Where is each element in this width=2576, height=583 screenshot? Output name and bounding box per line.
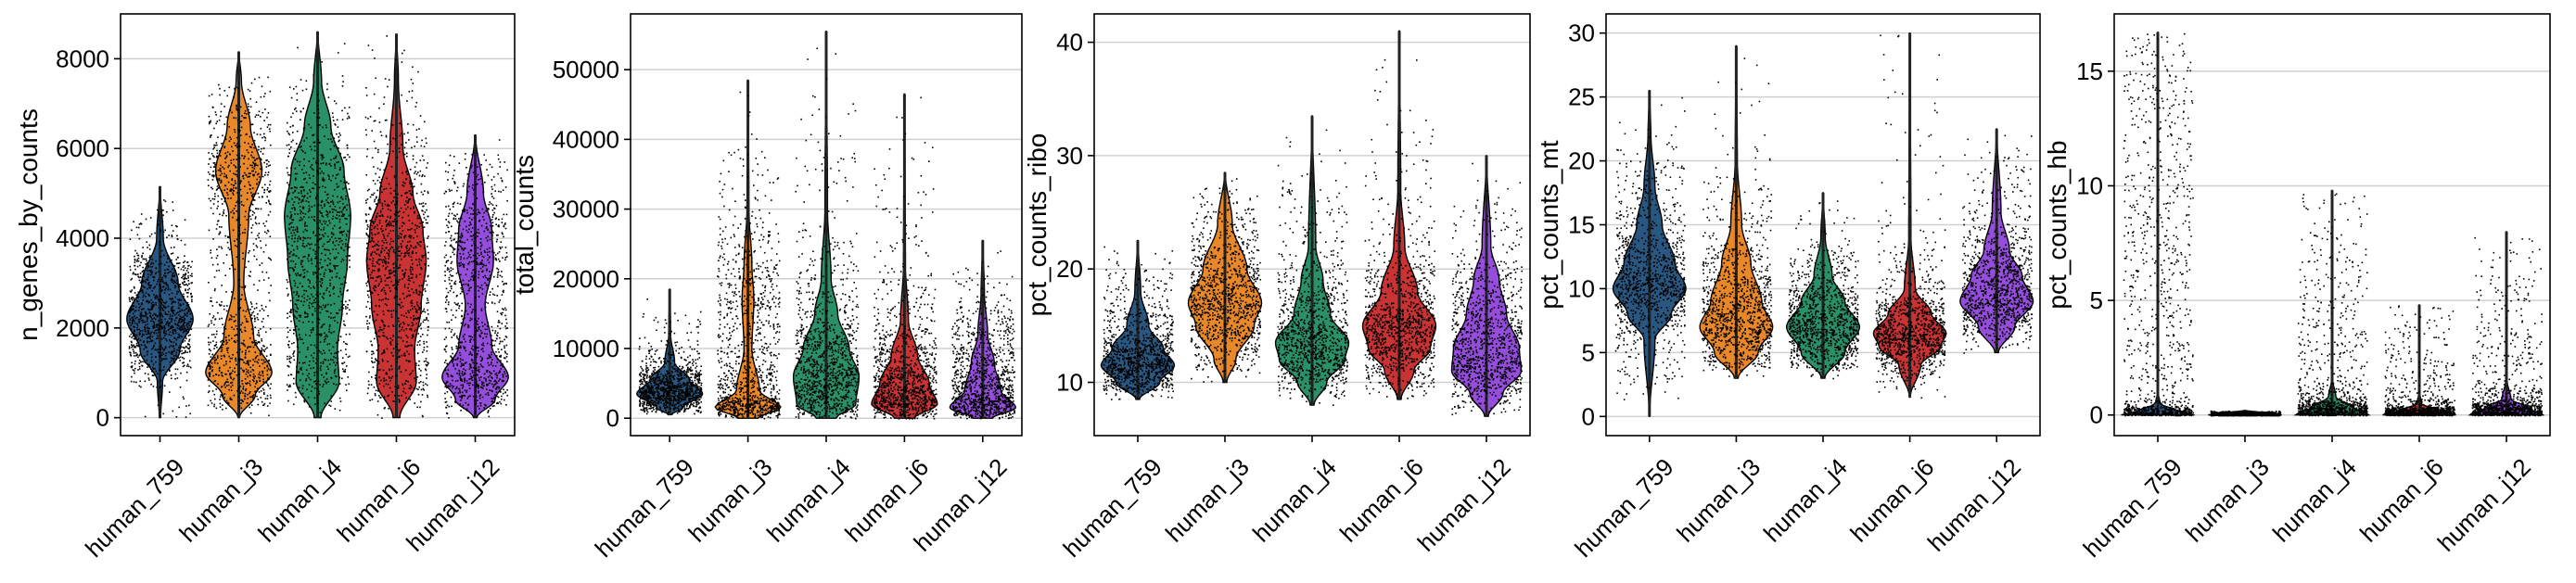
y-tick-label: 5 (2090, 286, 2103, 314)
x-tick-label-human_j12: human_j12 (1922, 453, 2026, 557)
y-tick-label: 20 (1056, 255, 1083, 283)
y-tick-label: 0 (96, 404, 109, 432)
x-tick-label-human_j3: human_j3 (2180, 453, 2275, 548)
y-tick-label: 8000 (56, 44, 109, 72)
violin-panel-pct_counts_mt: 051015202530pct_counts_mthuman_759human_… (1535, 14, 2040, 563)
x-tick-label-human_759: human_759 (2077, 453, 2187, 563)
x-tick-label-human_j3: human_j3 (1671, 453, 1766, 548)
y-tick-label: 10000 (553, 335, 619, 362)
y-tick-label: 0 (606, 404, 619, 432)
x-tick-label-human_j4: human_j4 (761, 453, 856, 548)
x-tick-label-human_759: human_759 (1569, 453, 1678, 563)
x-tick-label-human_j12: human_j12 (1412, 453, 1516, 557)
y-tick-label: 6000 (56, 134, 109, 162)
y-tick-label: 0 (2090, 401, 2103, 429)
x-tick-label-human_j3: human_j3 (173, 453, 268, 548)
y-tick-label: 10 (2076, 171, 2103, 199)
y-tick-label: 30 (1056, 142, 1083, 170)
y-tick-label: 50000 (553, 56, 619, 83)
y-tick-label: 25 (1568, 83, 1595, 111)
x-tick-label-human_j4: human_j4 (2267, 453, 2362, 548)
y-tick-label: 20 (1568, 147, 1595, 175)
y-axis-label: n_genes_by_counts (14, 108, 43, 341)
y-tick-label: 30000 (553, 196, 619, 223)
y-axis-label: pct_counts_mt (1535, 140, 1563, 309)
x-tick-label-human_j12: human_j12 (2432, 453, 2536, 557)
y-axis-label: pct_counts_ribo (1023, 133, 1052, 317)
y-tick-label: 5 (1582, 338, 1595, 366)
y-tick-label: 15 (2076, 57, 2103, 85)
y-tick-label: 40 (1056, 29, 1083, 57)
x-tick-label-human_j3: human_j3 (682, 453, 777, 548)
x-tick-label-human_759: human_759 (590, 453, 699, 563)
x-tick-label-human_j4: human_j4 (1758, 453, 1853, 548)
y-axis-label: pct_counts_hb (2043, 140, 2072, 309)
x-tick-label-human_759: human_759 (1057, 453, 1167, 563)
y-tick-label: 40000 (553, 125, 619, 153)
y-axis-label: total_counts (510, 155, 539, 295)
violin-panel-total_counts: 0 10000 20000 30000 40000 50000 total_countshu… (510, 14, 1022, 563)
y-tick-label: 10 (1568, 274, 1595, 302)
x-tick-label-human_j6: human_j6 (1334, 453, 1429, 548)
y-tick-label: 2000 (56, 314, 109, 342)
x-tick-label-human_j4: human_j4 (252, 453, 347, 548)
x-tick-label-human_j4: human_j4 (1247, 453, 1342, 548)
y-tick-label: 30 (1568, 19, 1595, 47)
y-tick-label: 0 (1582, 402, 1595, 430)
violin-panel-n_genes_by_counts: 0 2000 4000 6000 8000 n_genes_by_counts human_… (14, 14, 515, 563)
x-tick-label-human_j3: human_j3 (1160, 453, 1255, 548)
y-tick-label: 4000 (56, 224, 109, 252)
y-tick-label: 20000 (553, 265, 619, 293)
violin-panel-pct_counts_ribo: 10 20 30 40 pct_counts_ribo human_759human_j3… (1023, 14, 1530, 563)
x-tick-label-human_759: human_759 (80, 453, 189, 563)
y-tick-label: 15 (1568, 211, 1595, 239)
violin-panel-pct_counts_hb: 051015pct_counts_hbhuman_759human_j3huma… (2043, 14, 2550, 563)
x-tick-label-human_j6: human_j6 (2354, 453, 2449, 548)
y-tick-label: 10 (1056, 369, 1083, 397)
